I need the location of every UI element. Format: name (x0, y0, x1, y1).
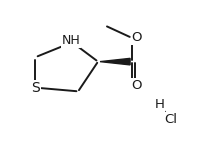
Text: S: S (31, 81, 40, 95)
Text: H: H (155, 98, 165, 111)
Text: O: O (131, 31, 142, 44)
Polygon shape (100, 58, 130, 65)
Text: Cl: Cl (164, 113, 177, 126)
Text: O: O (131, 79, 142, 92)
Text: NH: NH (62, 34, 81, 47)
